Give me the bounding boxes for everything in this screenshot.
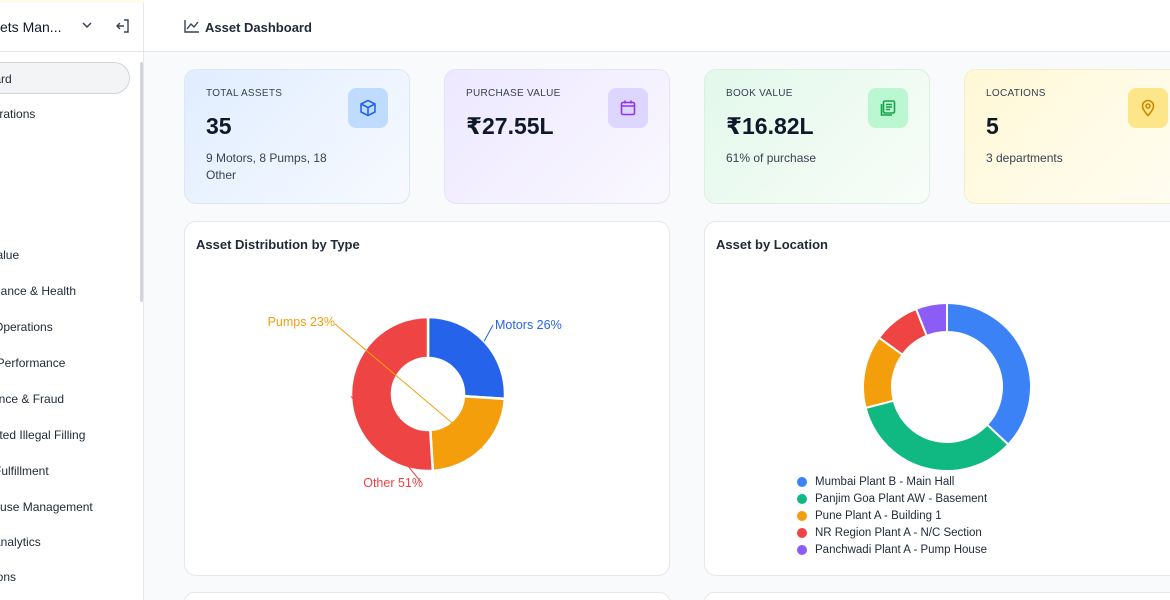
sidebar-item-assets[interactable]: s [0,168,130,200]
sidebar-item-dashboard[interactable]: board [0,62,130,94]
chevron-down-icon[interactable] [80,18,94,32]
sidebar-item-warehouse[interactable]: ehouse Management [0,491,130,523]
sidebar-item-label: board [0,72,12,86]
sidebar-item-label: ehouse Management [0,500,93,514]
card-label: TOTAL ASSETS [206,88,283,99]
legend-label: Panjim Goa Plant AW - Basement [815,492,988,505]
legend-swatch [797,527,807,538]
line-chart-icon [184,20,199,33]
calendar-icon [608,88,648,128]
card-label: PURCHASE VALUE [466,88,561,99]
card-value: ₹16.82L [726,113,814,139]
sidebar-item-configurations[interactable]: figurations [0,98,130,130]
legend-label: Panchwadi Plant A - Pump House [815,543,987,556]
sidebar-item-compliance-fraud[interactable]: pliance & Fraud [0,383,130,415]
cube-icon [348,88,388,128]
card-value: 5 [986,113,999,139]
stat-card-purchase-value: PURCHASE VALUE ₹27.55L [444,69,670,204]
card-label: LOCATIONS [986,88,1046,99]
legend-swatch [797,476,807,487]
sidebar-item-fulfillment[interactable]: er Fulfillment [0,455,130,487]
legend-item[interactable]: Panchwadi Plant A - Pump House [797,541,987,558]
sidebar-header: ssets Man... [0,0,143,52]
topbar: Asset Dashboard [144,0,1170,52]
page-title: Asset Dashboard [205,20,312,35]
app-title: ssets Man... [0,19,62,35]
card-label: BOOK VALUE [726,88,793,99]
other-slice[interactable] [349,315,435,473]
sidebar-item-reports[interactable]: orts [0,204,130,236]
legend-item[interactable]: Panjim Goa Plant AW - Basement [797,490,987,507]
sidebar-item-label: pected Illegal Filling [0,428,86,442]
sidebar-item-operations-2[interactable]: rations [0,561,130,593]
panel-asset-type: Asset Distribution by Type Motors 26% Pum… [184,221,670,576]
panel-bottom-left [184,592,670,600]
sidebar-item-label: pliance & Fraud [0,392,65,406]
asset-type-donut-chart: Motors 26% Pumps 23% Other 51% [268,315,562,490]
legend-swatch [797,510,807,521]
panel-asset-location: Asset by Location Mumbai Plant B - Main … [704,221,1170,576]
slice-label-leader-line [483,324,494,342]
card-value: 35 [206,113,232,139]
sidebar-item-illegal-filling[interactable]: pected Illegal Filling [0,419,130,451]
sidebar-item-tasks[interactable]: ks [0,133,130,165]
legend-item[interactable]: NR Region Plant A - N/C Section [797,524,987,541]
collapse-sidebar-icon[interactable] [115,18,131,34]
legend-swatch [797,493,807,504]
legend-label: Pune Plant A - Building 1 [815,509,942,522]
sidebar-item-label: ormance & Health [0,284,77,298]
sidebar-item-label: on Performance [0,356,66,370]
sidebar-item-label: er Operations [0,320,53,334]
stat-card-locations: LOCATIONS 5 3 departments [964,69,1170,204]
legend-item[interactable]: Mumbai Plant B - Main Hall [797,473,987,490]
sidebar-item-label: k Value [0,248,20,262]
sidebar-item-label: er Fulfillment [0,464,49,478]
legend-item[interactable]: Pune Plant A - Building 1 [797,507,987,524]
pumps-slice[interactable] [428,394,507,473]
stat-card-book-value: BOOK VALUE ₹16.82L 61% of purchase [704,69,930,204]
asset-location-donut-chart [862,301,1032,472]
panchwadi-slice[interactable] [914,301,948,338]
sidebar-item-performance[interactable]: on Performance [0,347,130,379]
sidebar-item-performance-health[interactable]: ormance & Health [0,275,130,307]
legend-label: Mumbai Plant B - Main Hall [815,475,955,488]
sidebar-item-operations[interactable]: er Operations [0,311,130,343]
sidebar-item-book-value[interactable]: k Value [0,239,130,271]
sidebar-item-label: et Analytics [0,535,41,549]
legend-label: NR Region Plant A - N/C Section [815,526,982,539]
stat-card-total-assets: TOTAL ASSETS 35 9 Motors, 8 Pumps, 18 Ot… [184,69,410,204]
slice-label-leader-line [350,396,422,483]
sidebar: ssets Man... board figurations ks s orts… [0,0,144,600]
legend-swatch [797,544,807,555]
slice-data-label: Motors 26% [495,318,562,332]
panel-bottom-right [704,592,1170,600]
chart-legend: Mumbai Plant B - Main Hall Panjim Goa Pl… [797,473,987,558]
map-pin-icon [1128,88,1168,128]
card-subtext: 9 Motors, 8 Pumps, 18 Other [206,151,327,182]
sidebar-item-label: rations [0,570,17,584]
card-subtext: 61% of purchase [726,151,817,165]
motors-slice[interactable] [426,315,507,401]
card-value: ₹27.55L [466,113,554,139]
slice-data-label: Pumps 23% [268,315,335,329]
sidebar-item-analytics[interactable]: et Analytics [0,526,130,558]
mumbai-slice[interactable] [946,301,1032,446]
panel-title: Asset by Location [716,237,828,252]
slice-label-leader-line [334,323,483,449]
slice-data-label: Other 51% [363,476,423,490]
ledger-icon [868,88,908,128]
sidebar-item-label: figurations [0,107,36,121]
panjim-goa-slice[interactable] [864,399,1010,472]
card-subtext: 3 departments [986,151,1063,165]
panel-title: Asset Distribution by Type [196,237,360,252]
sidebar-scrollbar[interactable] [140,62,143,302]
